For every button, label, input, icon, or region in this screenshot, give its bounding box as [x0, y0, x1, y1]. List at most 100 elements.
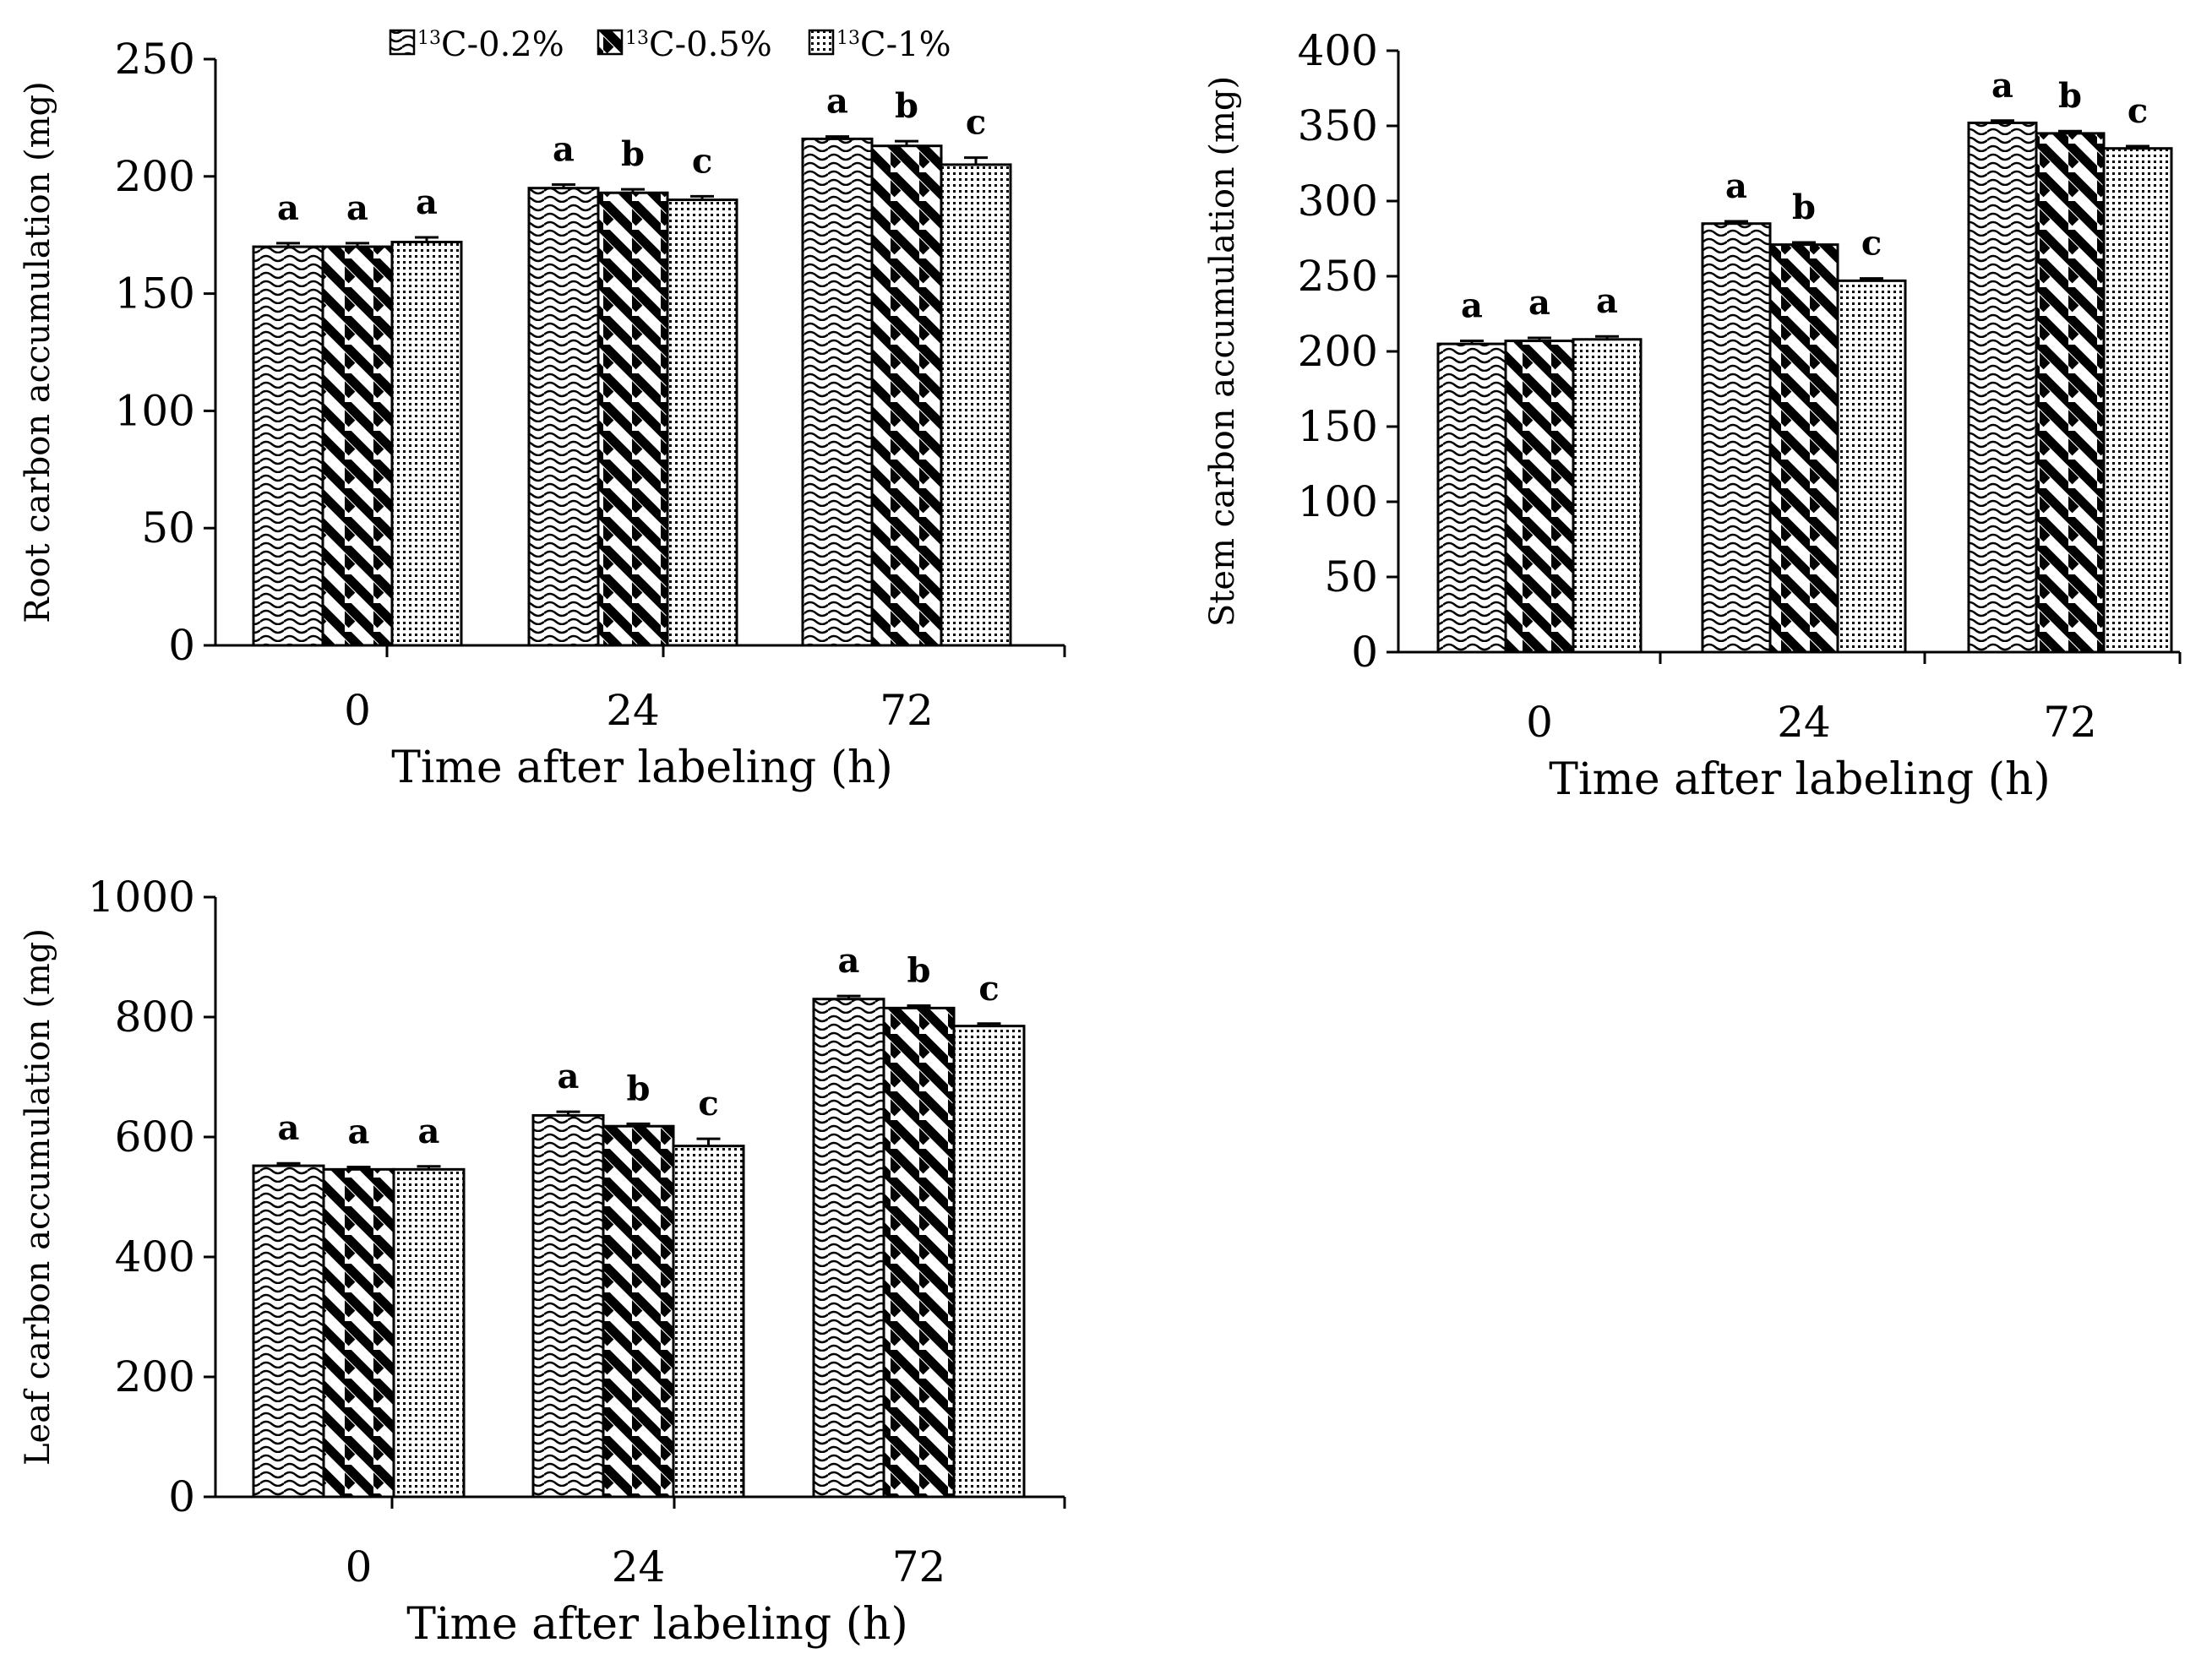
- bar: [1701, 222, 1772, 654]
- x-tick-label: 0: [1526, 698, 1553, 747]
- significance-letter: b: [2058, 76, 2082, 116]
- bar: [1836, 279, 1907, 654]
- legend-swatch-1: [597, 29, 624, 56]
- significance-letter: a: [418, 1112, 440, 1151]
- y-tick-label: 600: [115, 1112, 195, 1161]
- bars: a a a a b c a b c: [1436, 66, 2173, 654]
- legend-label-2: 13C-1%: [836, 25, 951, 64]
- bar: [390, 241, 463, 647]
- significance-letter: c: [966, 103, 986, 143]
- bar: [1504, 340, 1575, 654]
- legend-item-1: 13C-0.5%: [597, 25, 772, 64]
- significance-letter: a: [346, 188, 368, 228]
- bar: [602, 1124, 675, 1499]
- y-ticks: 0 50 100 150 200 250: [115, 35, 215, 670]
- significance-letter: a: [553, 130, 575, 170]
- legend-swatch-0: [389, 29, 416, 56]
- significance-letter: a: [1596, 281, 1618, 321]
- y-tick-label: 150: [115, 269, 195, 318]
- y-tick-label: 0: [1351, 628, 1378, 677]
- y-tick-label: 100: [115, 386, 195, 435]
- bar: [952, 1025, 1026, 1499]
- significance-letter: b: [907, 951, 931, 991]
- bar: [321, 245, 394, 647]
- bars: a a a a b c a b c: [252, 82, 1012, 647]
- legend-label-1: 13C-0.5%: [625, 25, 772, 64]
- y-ticks: 0 50 100 150 200 250 300 350 400: [1298, 26, 1398, 677]
- y-tick-label: 350: [1298, 101, 1378, 150]
- y-tick-label: 200: [1298, 327, 1378, 376]
- y-axis-label: Stem carbon accumulation (mg): [1203, 76, 1242, 627]
- bar: [870, 144, 943, 647]
- bar: [392, 1167, 466, 1499]
- x-tick-label: 0: [344, 686, 371, 735]
- y-tick-label: 400: [1298, 26, 1378, 75]
- x-tick-label: 72: [2043, 698, 2097, 747]
- significance-letter: a: [348, 1112, 370, 1152]
- y-tick-label: 100: [1298, 477, 1378, 526]
- legend-item-2: 13C-1%: [808, 25, 951, 64]
- significance-letter: a: [838, 941, 860, 981]
- y-tick-label: 1000: [88, 873, 195, 922]
- y-tick-label: 250: [115, 35, 195, 84]
- chart-leaf-panel: 0 200 400 600 800 1000 0 24 72 a a a a b c a b c Time a…: [19, 873, 1066, 1650]
- bar: [1967, 121, 2038, 654]
- bar: [801, 137, 874, 647]
- significance-letter: a: [558, 1057, 580, 1096]
- significance-letter: a: [278, 1108, 300, 1148]
- bar: [812, 998, 885, 1499]
- significance-letter: c: [698, 1084, 718, 1123]
- x-axis-label: Time after labeling (h): [391, 743, 893, 793]
- significance-letter: b: [895, 86, 918, 126]
- y-tick-label: 50: [1324, 552, 1378, 601]
- y-tick-label: 0: [168, 621, 195, 670]
- legend-label-0: 13C-0.2%: [417, 25, 564, 64]
- y-tick-label: 200: [115, 1352, 195, 1401]
- y-tick-label: 50: [141, 503, 195, 552]
- bars: a a a a b c a b c: [252, 941, 1026, 1499]
- y-tick-label: 250: [1298, 252, 1378, 301]
- x-tick-label: 72: [880, 686, 934, 735]
- bar: [1436, 342, 1507, 654]
- x-tick-label: 24: [1777, 698, 1831, 747]
- y-axis-label: Leaf carbon accumulation (mg): [19, 928, 57, 1466]
- significance-letter: a: [1528, 283, 1550, 323]
- x-ticks: 0 24 72: [1526, 652, 2182, 747]
- significance-letter: a: [416, 182, 438, 222]
- significance-letter: c: [1861, 224, 1882, 264]
- legend-item-0: 13C-0.2%: [389, 25, 564, 64]
- x-tick-label: 24: [606, 686, 660, 735]
- x-axis-label: Time after labeling (h): [1549, 754, 2051, 805]
- bar: [322, 1167, 395, 1499]
- bar: [2035, 132, 2106, 654]
- bar: [2102, 147, 2173, 654]
- y-tick-label: 300: [1298, 177, 1378, 226]
- significance-letter: a: [1461, 286, 1483, 326]
- bar: [527, 187, 600, 647]
- y-axis-label: Root carbon accumulation (mg): [19, 81, 57, 623]
- bar: [666, 199, 738, 647]
- bar: [597, 191, 669, 647]
- significance-letter: a: [277, 188, 299, 228]
- x-ticks: 0 24 72: [346, 1497, 1066, 1591]
- chart-stem-panel: 0 50 100 150 200 250 300 350 400 0 24 72 a a a a b c a b c…: [1203, 26, 2182, 805]
- significance-letter: c: [692, 141, 712, 181]
- significance-letter: b: [1792, 188, 1816, 227]
- significance-letter: c: [978, 969, 999, 1009]
- x-axis-label: Time after labeling (h): [406, 1599, 908, 1650]
- significance-letter: a: [1725, 166, 1747, 206]
- bar: [531, 1113, 605, 1499]
- x-tick-label: 24: [612, 1542, 666, 1591]
- significance-letter: b: [627, 1069, 651, 1108]
- y-ticks: 0 200 400 600 800 1000: [88, 873, 215, 1521]
- bar: [882, 1006, 956, 1499]
- x-tick-label: 0: [346, 1542, 373, 1591]
- legend: 13C-0.2% 13C-0.5% 13C-1%: [389, 25, 951, 64]
- legend-swatch-2: [808, 29, 835, 56]
- significance-letter: a: [1991, 66, 2013, 106]
- bar: [940, 163, 1012, 647]
- y-tick-label: 400: [115, 1232, 195, 1281]
- significance-letter: b: [621, 134, 645, 174]
- chart-root-panel: 0 50 100 150 200 250 0 24 72 a a a a b c a b c Time aft…: [19, 35, 1066, 793]
